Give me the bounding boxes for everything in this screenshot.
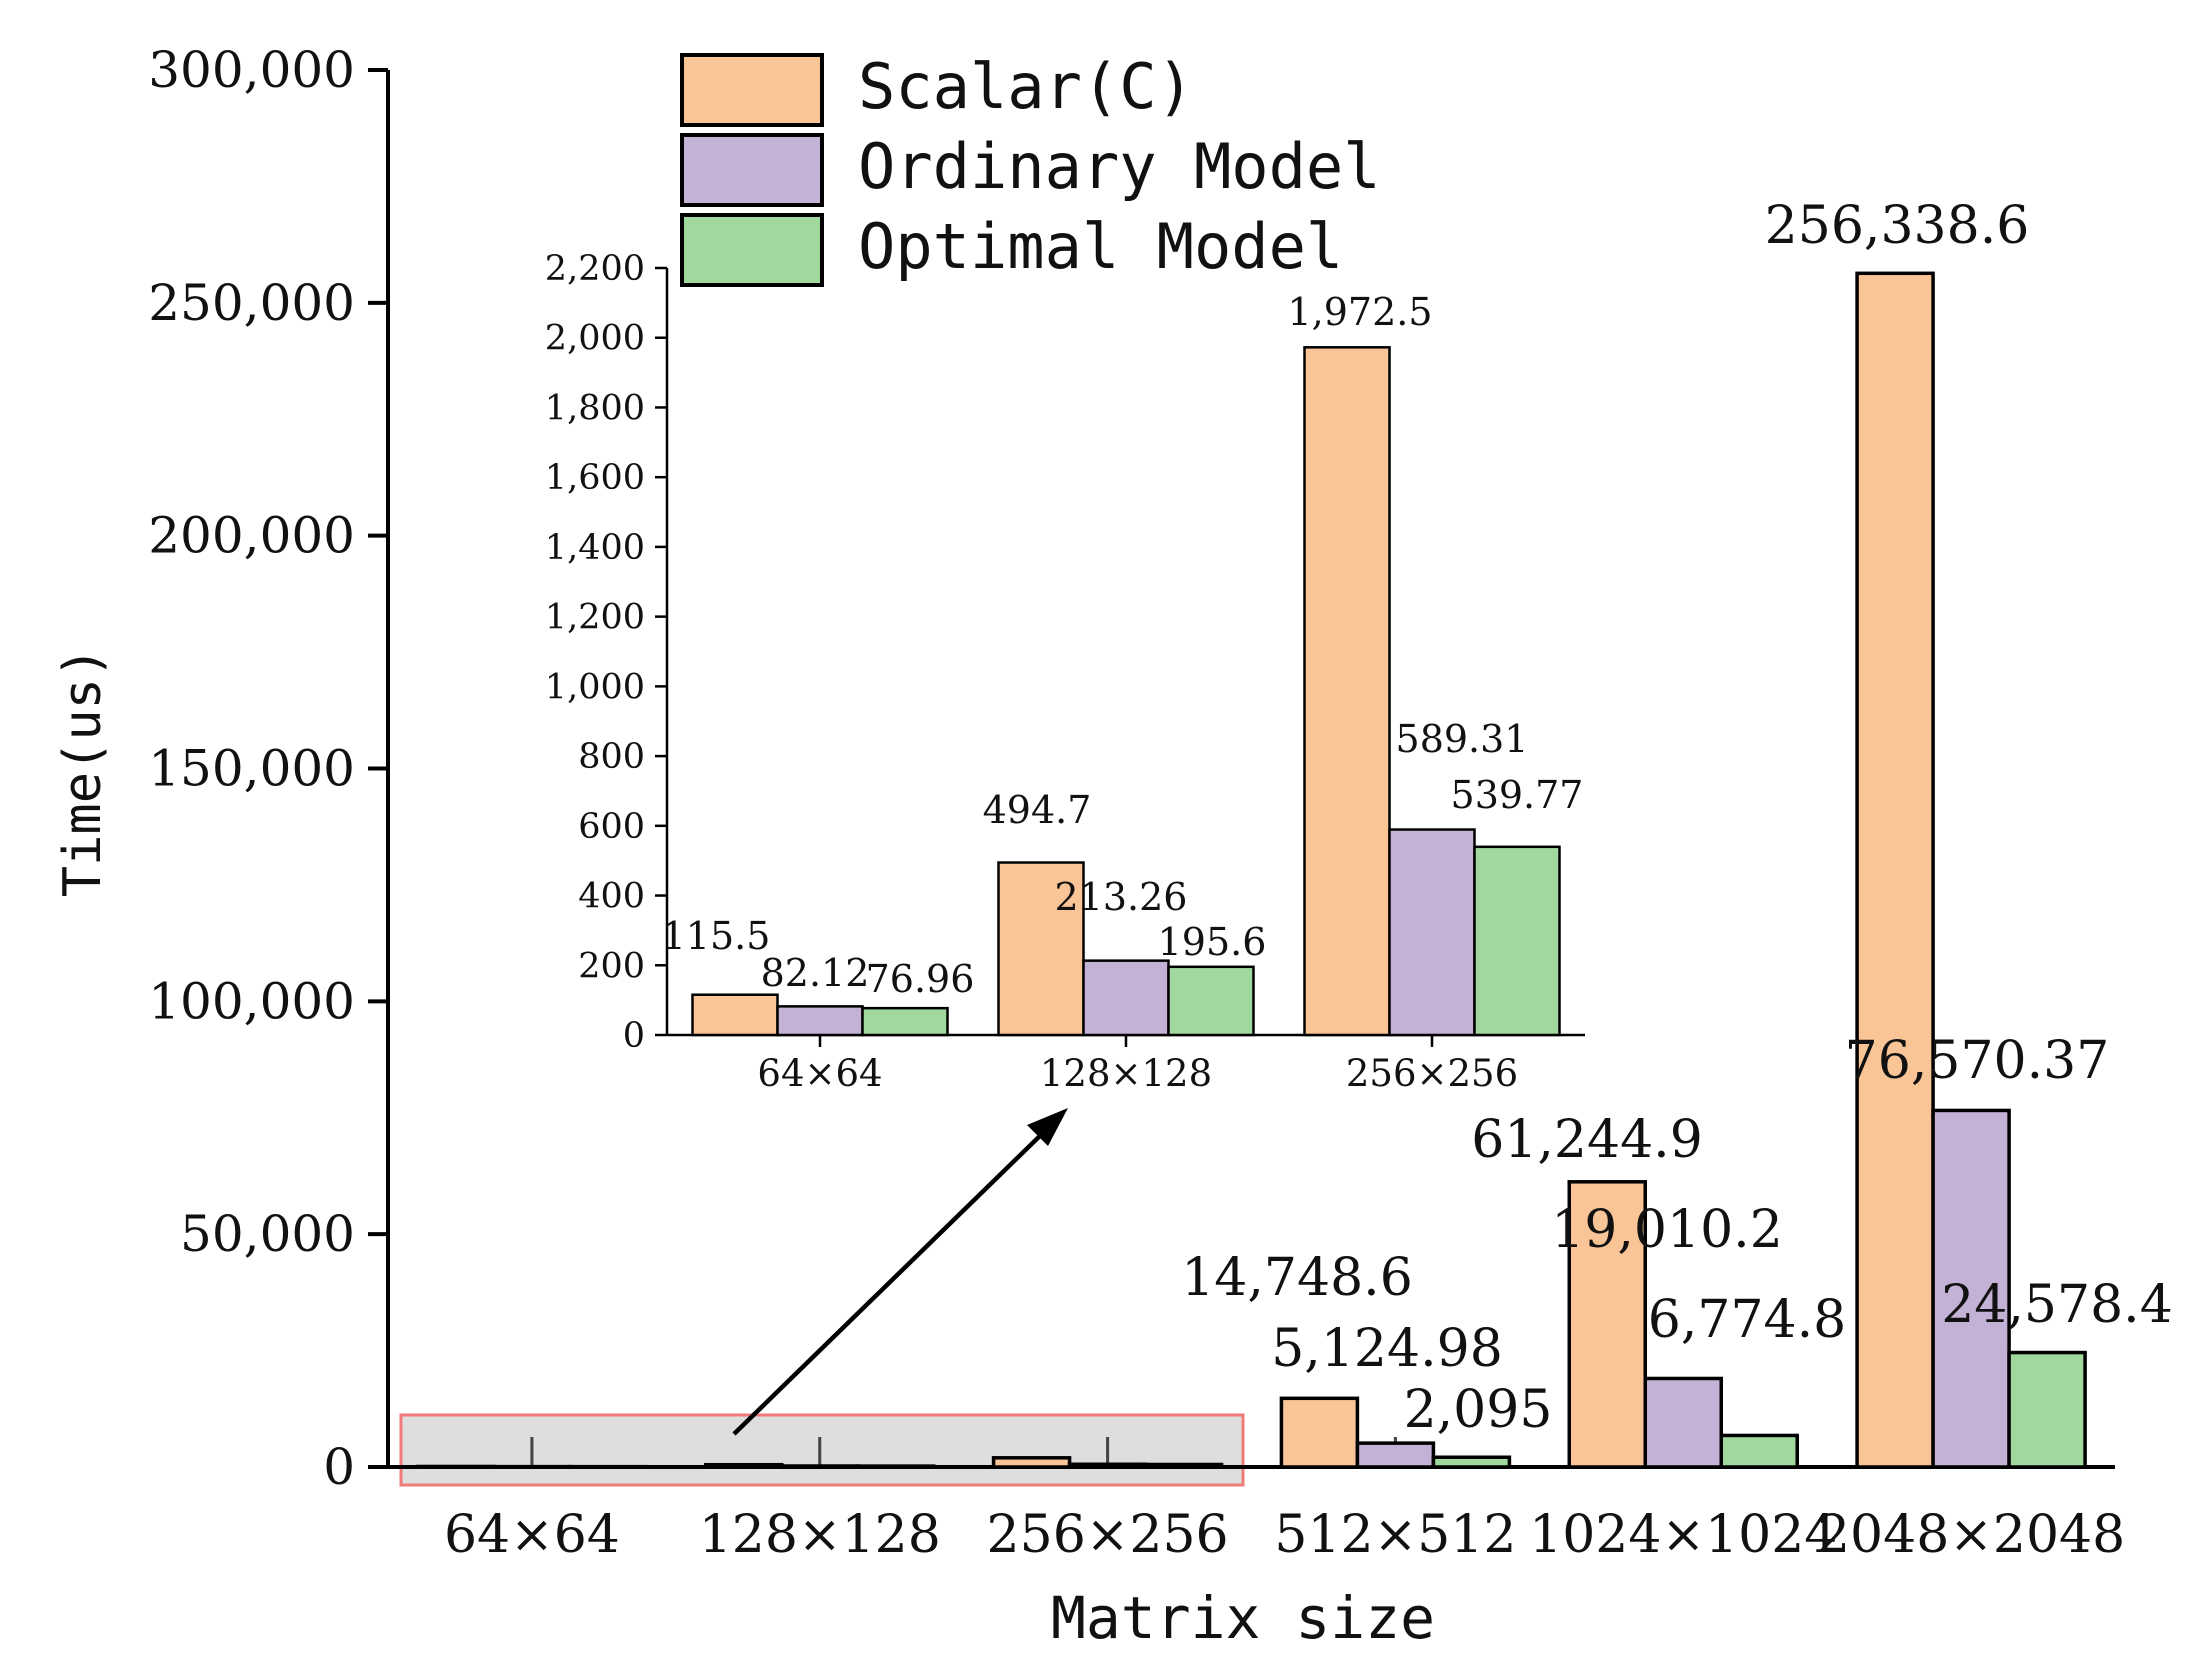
main-bar-optimal-model-256-256 [1143, 1462, 1224, 1469]
inset-bars [691, 346, 1561, 1037]
main-y-tick-label: 200,000 [148, 507, 355, 565]
inset-y-tick-label: 200 [578, 946, 645, 986]
main-data-label-optimal-model-1024-1024: 6,774.8 [1648, 1290, 1846, 1350]
inset-y-tick-label: 1,000 [545, 667, 645, 707]
main-bar-optimal-model-64-64 [568, 1464, 648, 1469]
inset-y-tick-label: 600 [578, 807, 645, 847]
main-y-tick-label: 250,000 [148, 274, 355, 332]
inset-bar-ordinary-model-256-256 [1388, 828, 1476, 1037]
main-bar-scalar-c-128-128 [704, 1462, 784, 1469]
inset-y-tick-label: 0 [623, 1016, 645, 1056]
inset-x-tick-label-64-64: 64×64 [757, 1052, 882, 1095]
inset-y-tick-label: 1,600 [545, 458, 645, 498]
main-bar-optimal-model-512-512 [1431, 1455, 1512, 1469]
main-bar-scalar-c-1024-1024 [1567, 1180, 1647, 1469]
legend-label-optimal-model: Optimal Model [858, 210, 1343, 283]
main-x-tick-label-2048-2048: 2048×2048 [1817, 1505, 2125, 1565]
main-y-tick-label: 0 [323, 1438, 355, 1496]
inset-bar-optimal-model-256-256 [1473, 845, 1561, 1037]
inset-data-label-optimal-model-256-256: 539.77 [1451, 773, 1584, 817]
inset-bar-optimal-model-128-128 [1167, 965, 1255, 1037]
zoom-arrow [732, 1108, 1068, 1436]
inset-bar-optimal-model-64-64 [861, 1006, 949, 1037]
main-bar-ordinary-model-2048-2048 [1931, 1108, 2011, 1469]
inset-data-labels: 115.5 494.7 1,972.5 82.12 213.26 589.31 76.96 1… [662, 290, 1584, 1001]
inset-y-tick-label: 1,400 [545, 528, 645, 568]
main-data-label-ordinary-model-512-512: 5,124.98 [1271, 1319, 1503, 1379]
main-data-labels: 14,748.6 61,244.9 256,338.6 5,124.98 19,010.… [1181, 196, 2173, 1440]
inset-bar-scalar-c-64-64 [691, 993, 779, 1037]
main-bar-ordinary-model-1024-1024 [1643, 1376, 1723, 1469]
main-bar-ordinary-model-256-256 [1067, 1462, 1148, 1469]
inset-x-tick-label-256-256: 256×256 [1346, 1052, 1518, 1095]
main-x-tick-label-512-512: 512×512 [1274, 1505, 1516, 1565]
main-bar-optimal-model-128-128 [856, 1464, 936, 1469]
main-data-label-optimal-model-512-512: 2,095 [1404, 1380, 1553, 1440]
inset-data-label-ordinary-model-64-64: 82.12 [761, 951, 870, 995]
main-bar-ordinary-model-512-512 [1355, 1441, 1436, 1469]
main-y-tick-label: 50,000 [180, 1205, 355, 1263]
main-data-label-scalar-c-2048-2048: 256,338.6 [1765, 196, 2030, 256]
legend-label-ordinary-model: Ordinary Model [858, 130, 1381, 203]
inset-data-label-scalar-c-64-64: 115.5 [662, 914, 771, 958]
main-bar-scalar-c-256-256 [991, 1456, 1072, 1469]
main-bar-optimal-model-2048-2048 [2007, 1350, 2087, 1469]
main-bar-ordinary-model-128-128 [780, 1464, 860, 1469]
y-axis-title: Time(us) [53, 647, 113, 897]
legend-swatch-ordinary-model [680, 133, 824, 207]
inset-data-label-optimal-model-128-128: 195.6 [1158, 920, 1267, 964]
main-y-tick-label: 100,000 [148, 972, 355, 1030]
main-bars [416, 271, 2087, 1469]
legend-label-scalar-c: Scalar(C) [858, 50, 1194, 123]
inset-y-tick-label: 1,800 [545, 388, 645, 428]
main-x-tick-label-64-64: 64×64 [444, 1505, 620, 1565]
inset-data-label-ordinary-model-128-128: 213.26 [1055, 875, 1188, 919]
main-data-label-optimal-model-2048-2048: 24,578.4 [1941, 1275, 2173, 1335]
inset-bar-scalar-c-256-256 [1303, 346, 1391, 1037]
inset-data-label-optimal-model-64-64: 76.96 [866, 957, 975, 1001]
main-bar-scalar-c-2048-2048 [1855, 271, 1935, 1469]
inset-x-tick-label-128-128: 128×128 [1040, 1052, 1212, 1095]
inset-bar-ordinary-model-128-128 [1082, 959, 1170, 1037]
main-chart: 0 50,000 100,000 150,000 200,000 250,000 300,0… [53, 41, 2173, 1652]
main-bar-scalar-c-64-64 [416, 1464, 496, 1469]
zoom-highlight-box [399, 1413, 1245, 1487]
main-x-tick-label-256-256: 256×256 [987, 1505, 1229, 1565]
x-axis-title: Matrix size [1051, 1584, 1435, 1652]
inset-data-label-ordinary-model-256-256: 589.31 [1396, 717, 1529, 761]
inset-y-tick-label: 2,000 [545, 319, 645, 359]
inset-chart: 0 200 400 600 800 1,000 1,200 1,400 1,600 1,800 2,… [545, 249, 1585, 1095]
inset-bar-ordinary-model-64-64 [776, 1005, 864, 1037]
main-y-ticks: 0 50,000 100,000 150,000 200,000 250,000 300,0… [148, 41, 388, 1496]
main-x-tick-label-1024-1024: 1024×1024 [1529, 1505, 1837, 1565]
inset-bar-scalar-c-128-128 [997, 861, 1085, 1037]
inset-y-tick-label: 2,200 [545, 249, 645, 289]
main-x-tick-label-128-128: 128×128 [699, 1505, 941, 1565]
main-bar-optimal-model-1024-1024 [1719, 1433, 1799, 1469]
main-data-label-scalar-c-512-512: 14,748.6 [1181, 1248, 1413, 1308]
inset-y-tick-label: 400 [578, 877, 645, 917]
inset-data-label-scalar-c-128-128: 494.7 [983, 788, 1092, 832]
inset-y-tick-label: 800 [578, 737, 645, 777]
main-bar-scalar-c-512-512 [1279, 1396, 1360, 1469]
main-data-label-ordinary-model-2048-2048: 76,570.37 [1845, 1031, 2110, 1091]
main-y-tick-label: 150,000 [148, 740, 355, 798]
legend-swatch-scalar-c [680, 53, 824, 127]
main-x-tick-labels: 64×64 128×128 256×256 512×512 1024×10242048×… [444, 1437, 2125, 1565]
inset-y-ticks: 0 200 400 600 800 1,000 1,200 1,400 1,600 1,800 2,… [545, 249, 667, 1056]
main-data-label-ordinary-model-1024-1024: 19,010.2 [1551, 1200, 1783, 1260]
main-data-label-scalar-c-1024-1024: 61,244.9 [1471, 1110, 1703, 1170]
inset-x-tick-labels: 64×64 128×128 256×256 [757, 1035, 1518, 1095]
inset-y-tick-label: 1,200 [545, 598, 645, 638]
legend-swatch-optimal-model [680, 213, 824, 287]
main-y-tick-label: 300,000 [148, 41, 355, 99]
inset-data-label-scalar-c-256-256: 1,972.5 [1287, 290, 1432, 334]
main-bar-ordinary-model-64-64 [492, 1464, 572, 1469]
